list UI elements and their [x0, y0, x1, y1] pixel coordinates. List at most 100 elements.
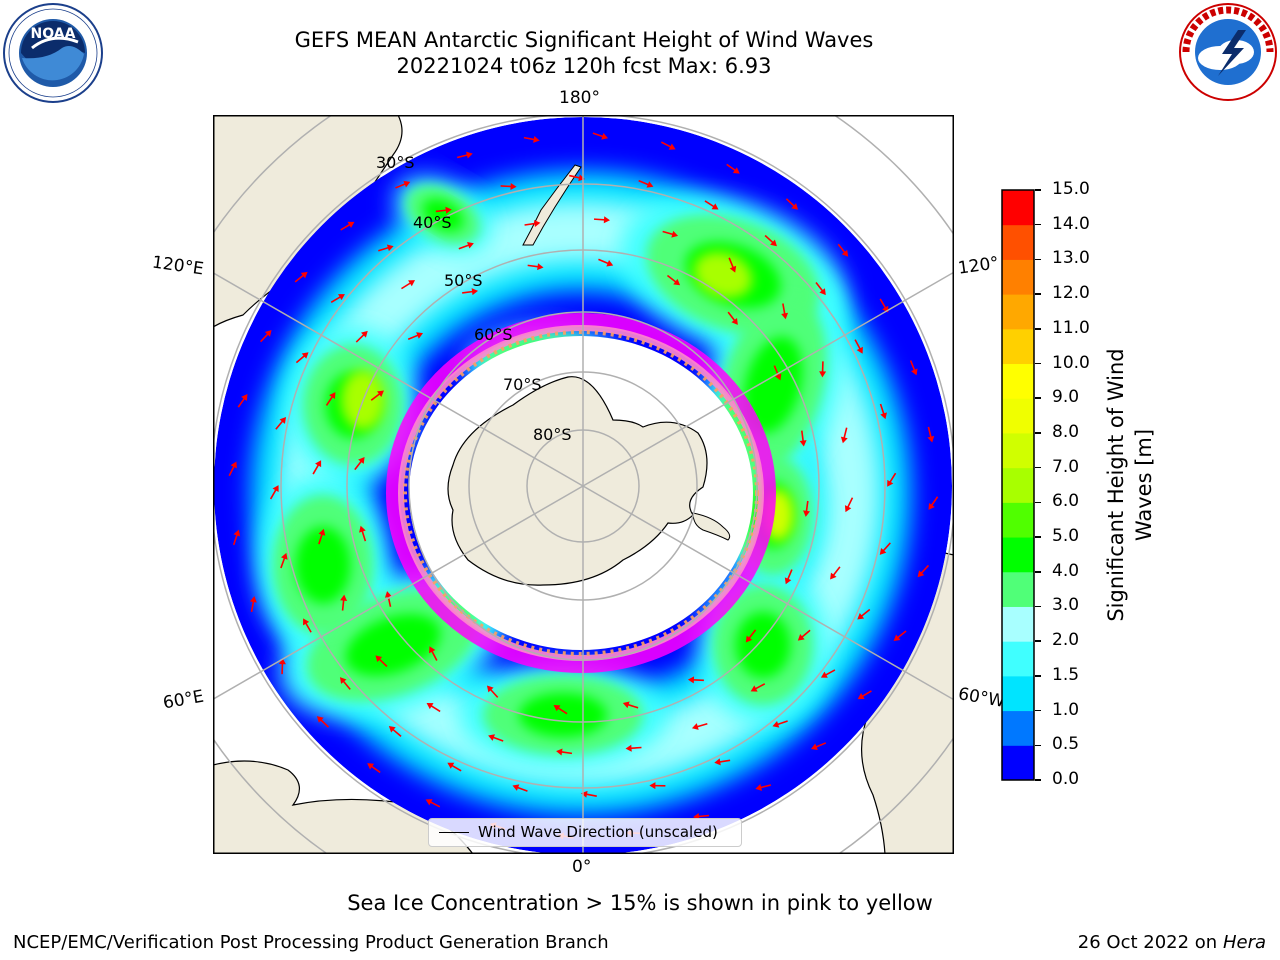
- wind-arrow: [228, 461, 237, 477]
- wind-arrow: [278, 658, 286, 675]
- wind-arrow: [340, 221, 355, 231]
- lat-label-60s: 60°S: [474, 325, 513, 344]
- colorbar-tick-label: 3.0: [1052, 595, 1080, 616]
- colorbar-swatch: [1002, 259, 1034, 295]
- wind-arrow: [367, 763, 381, 774]
- wave-contour-region: [345, 614, 441, 676]
- wind-arrow: [799, 430, 807, 447]
- colorbar-tick-mark: [1035, 362, 1041, 365]
- wind-arrow: [593, 216, 610, 224]
- colorbar-frame: [1001, 189, 1035, 781]
- colorbar-swatch: [1002, 190, 1034, 226]
- wind-arrow: [303, 618, 312, 633]
- noaa-logo: NOAA: [3, 3, 103, 103]
- wind-arrow: [830, 566, 841, 580]
- lat-label-30s: 30°S: [376, 153, 415, 172]
- wind-arrow: [512, 784, 528, 792]
- colorbar-tick-mark: [1035, 223, 1041, 226]
- wind-arrow: [854, 339, 863, 354]
- wind-arrow: [625, 744, 642, 752]
- wind-arrow: [704, 200, 719, 210]
- wind-arrow: [840, 427, 848, 444]
- wind-arrow: [340, 594, 348, 611]
- colorbar-tick-label: 5.0: [1052, 526, 1080, 547]
- land-antarctic-peninsula: [692, 512, 731, 541]
- colorbar-tick-label: 11.0: [1052, 317, 1090, 338]
- wind-arrow: [662, 230, 679, 238]
- wind-arrow: [527, 263, 544, 271]
- map-legend: Wind Wave Direction (unscaled): [428, 818, 742, 847]
- wind-arrow: [797, 629, 811, 641]
- wind-arrow: [429, 646, 438, 661]
- colorbar-tick-mark: [1035, 258, 1041, 261]
- wind-arrow: [879, 403, 887, 420]
- wind-arrow: [909, 360, 918, 376]
- sea-ice-ring: [386, 313, 776, 673]
- colorbar-tick-mark: [1035, 640, 1041, 642]
- wind-arrow: [750, 683, 766, 692]
- wind-arrow: [249, 596, 257, 613]
- colorbar-tick-mark: [1035, 744, 1041, 747]
- noaa-logo-text: NOAA: [31, 26, 76, 42]
- wind-arrow: [660, 141, 676, 150]
- colorbar-swatch: [1002, 537, 1034, 573]
- wind-arrow: [275, 416, 287, 430]
- colorbar-tick-label: 10.0: [1052, 352, 1090, 373]
- wind-arrow: [755, 784, 772, 791]
- colorbar-tick-mark: [1035, 536, 1041, 538]
- wind-arrow: [879, 542, 891, 555]
- wind-arrow: [458, 241, 474, 250]
- wind-arrow: [370, 390, 384, 401]
- wind-arrow: [745, 629, 757, 643]
- lat-label-50s: 50°S: [444, 271, 483, 290]
- colorbar-title-line2: Waves [m]: [1132, 428, 1156, 542]
- lat-label-70s: 70°S: [503, 375, 542, 394]
- wind-arrow: [810, 742, 827, 750]
- colorbar-tick-mark: [1035, 605, 1041, 608]
- wind-arrow: [462, 288, 479, 296]
- graticule: [213, 115, 954, 854]
- colorbar-tick-label: 4.0: [1052, 560, 1080, 581]
- wind-arrow: [524, 220, 541, 228]
- wind-direction-arrows: [228, 132, 939, 840]
- colorbar-swatch: [1002, 328, 1034, 365]
- colorbar-tick-label: 13.0: [1052, 248, 1090, 269]
- colorbar-tick-mark: [1035, 466, 1041, 469]
- wind-arrow: [401, 280, 416, 290]
- wave-contour-region: [735, 612, 791, 678]
- colorbar-swatch: [1002, 675, 1034, 712]
- colorbar-swatch: [1002, 641, 1034, 677]
- wind-arrow: [781, 303, 789, 320]
- wave-contour-region: [519, 693, 607, 737]
- wind-arrow: [426, 702, 441, 713]
- wind-arrow: [785, 198, 799, 210]
- wind-arrow: [488, 734, 504, 742]
- colorbar-swatch: [1002, 363, 1034, 399]
- wind-arrow: [815, 281, 826, 296]
- colorbar-swatch: [1002, 224, 1034, 260]
- wind-arrow: [727, 311, 738, 325]
- wind-arrow: [384, 591, 392, 607]
- colorbar-swatch: [1002, 502, 1034, 538]
- colorbar-tick-label: 1.0: [1052, 699, 1080, 720]
- wind-arrow: [295, 352, 309, 364]
- wind-arrow: [691, 722, 708, 730]
- colorbar-swatch: [1002, 294, 1034, 330]
- wind-arrow: [486, 685, 499, 698]
- wave-contour-region: [295, 526, 351, 604]
- wind-arrow: [592, 132, 609, 140]
- wind-arrow: [622, 701, 639, 709]
- wind-arrow: [388, 725, 402, 737]
- wind-arrow: [638, 179, 654, 188]
- colorbar-tick-label: 8.0: [1052, 421, 1080, 442]
- wind-arrow: [764, 234, 777, 247]
- colorbar-swatch: [1002, 571, 1034, 607]
- wind-arrow: [553, 705, 568, 715]
- wind-arrow: [598, 258, 614, 267]
- colorbar-tick-label: 12.0: [1052, 283, 1090, 304]
- colorbar-tick-mark: [1035, 709, 1041, 712]
- colorbar-tick-label: 2.0: [1052, 630, 1080, 651]
- wind-arrow: [316, 716, 330, 728]
- colorbar-tick-label: 0.0: [1052, 769, 1080, 789]
- wind-arrow: [927, 426, 935, 443]
